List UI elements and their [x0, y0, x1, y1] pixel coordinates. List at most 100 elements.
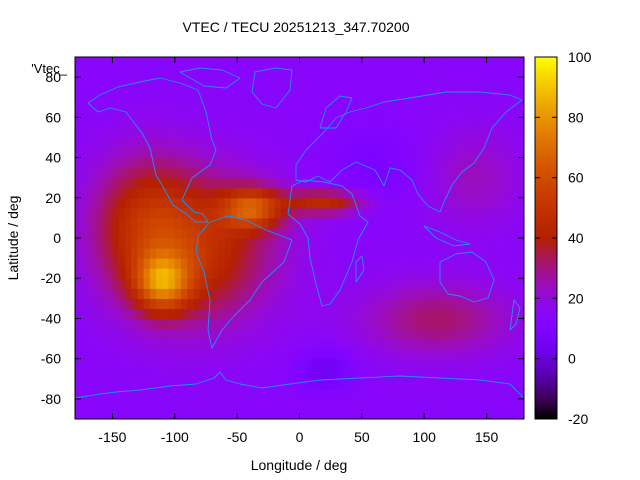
heatmap-cell — [436, 107, 444, 118]
heatmap-cell — [249, 107, 257, 118]
heatmap-cell — [455, 308, 463, 320]
heatmap-cell — [237, 338, 244, 350]
heatmap-cell — [156, 117, 163, 128]
heatmap-cell — [224, 298, 232, 309]
heatmap-cell — [486, 368, 494, 380]
heatmap-cell — [324, 398, 332, 410]
heatmap-cell — [287, 57, 294, 68]
heatmap-cell — [368, 207, 375, 219]
heatmap-cell — [181, 338, 188, 350]
heatmap-cell — [517, 127, 524, 139]
heatmap-cell — [511, 227, 519, 239]
heatmap-cell — [124, 388, 132, 400]
heatmap-cell — [349, 197, 357, 209]
heatmap-cell — [199, 137, 207, 149]
heatmap-cell — [324, 187, 332, 199]
heatmap-cell — [455, 258, 463, 269]
heatmap-cell — [405, 338, 413, 350]
heatmap-cell — [393, 97, 400, 108]
heatmap-cell — [287, 348, 294, 360]
heatmap-cell — [218, 258, 226, 269]
heatmap-cell — [81, 117, 89, 128]
heatmap-cell — [262, 318, 269, 330]
heatmap-cell — [118, 358, 126, 370]
heatmap-cell — [199, 117, 207, 128]
heatmap-cell — [305, 147, 313, 159]
heatmap-cell — [187, 147, 195, 159]
heatmap-cell — [499, 147, 506, 159]
heatmap-cell — [87, 378, 95, 390]
heatmap-cell — [480, 167, 488, 179]
heatmap-cell — [343, 338, 350, 350]
series-key-label: 'Vtec_ — [31, 61, 67, 76]
heatmap-cell — [480, 258, 488, 269]
heatmap-cell — [343, 117, 350, 128]
heatmap-cell — [137, 77, 145, 88]
heatmap-cell — [249, 308, 257, 320]
heatmap-cell — [212, 258, 220, 269]
heatmap-cell — [330, 358, 338, 370]
heatmap-cell — [181, 197, 188, 209]
heatmap-cell — [224, 258, 232, 269]
heatmap-cell — [174, 97, 182, 108]
heatmap-cell — [156, 87, 163, 98]
heatmap-cell — [93, 227, 101, 239]
heatmap-cell — [361, 127, 369, 139]
heatmap-cell — [224, 358, 232, 370]
heatmap-cell — [112, 97, 120, 108]
heatmap-cell — [430, 238, 438, 249]
heatmap-cell — [87, 388, 95, 400]
heatmap-cell — [75, 157, 82, 169]
heatmap-cell — [486, 258, 494, 269]
heatmap-cell — [430, 298, 438, 309]
heatmap-cell — [174, 338, 182, 350]
heatmap-cell — [168, 227, 176, 239]
heatmap-cell — [81, 87, 89, 98]
heatmap-cell — [287, 318, 294, 330]
heatmap-cell — [467, 67, 475, 78]
heatmap-cell — [193, 87, 201, 98]
heatmap-cell — [517, 177, 524, 189]
heatmap-cell — [380, 197, 388, 209]
heatmap-cell — [318, 348, 326, 360]
heatmap-cell — [330, 238, 338, 249]
heatmap-cell — [93, 348, 101, 360]
heatmap-cell — [193, 217, 201, 229]
heatmap-cell — [87, 87, 95, 98]
heatmap-cell — [318, 127, 326, 139]
heatmap-cell — [181, 57, 188, 68]
heatmap-cell — [499, 388, 506, 400]
heatmap-cell — [212, 398, 220, 410]
heatmap-cell — [249, 338, 257, 350]
heatmap-cell — [449, 408, 457, 419]
heatmap-cell — [467, 328, 475, 340]
heatmap-cell — [81, 157, 89, 169]
heatmap-cell — [455, 87, 463, 98]
heatmap-cell — [224, 308, 232, 320]
heatmap-cell — [237, 117, 244, 128]
heatmap-cell — [449, 368, 457, 380]
heatmap-cell — [274, 248, 282, 259]
heatmap-cell — [349, 87, 357, 98]
heatmap-cell — [293, 217, 301, 229]
heatmap-cell — [467, 378, 475, 390]
heatmap-cell — [124, 77, 132, 88]
heatmap-cell — [486, 338, 494, 350]
heatmap-cell — [442, 207, 450, 219]
heatmap-cell — [124, 87, 132, 98]
heatmap-cell — [343, 137, 350, 149]
heatmap-cell — [181, 388, 188, 400]
heatmap-cell — [124, 328, 132, 340]
heatmap-cell — [218, 87, 226, 98]
heatmap-cell — [424, 368, 432, 380]
heatmap-cell — [436, 127, 444, 139]
heatmap-cell — [274, 107, 282, 118]
heatmap-cell — [374, 358, 382, 370]
heatmap-cell — [405, 207, 413, 219]
heatmap-cell — [224, 217, 232, 229]
heatmap-cell — [349, 67, 357, 78]
heatmap-cell — [280, 268, 288, 279]
heatmap-cell — [124, 398, 132, 410]
heatmap-cell — [305, 157, 313, 169]
heatmap-cell — [492, 87, 500, 98]
